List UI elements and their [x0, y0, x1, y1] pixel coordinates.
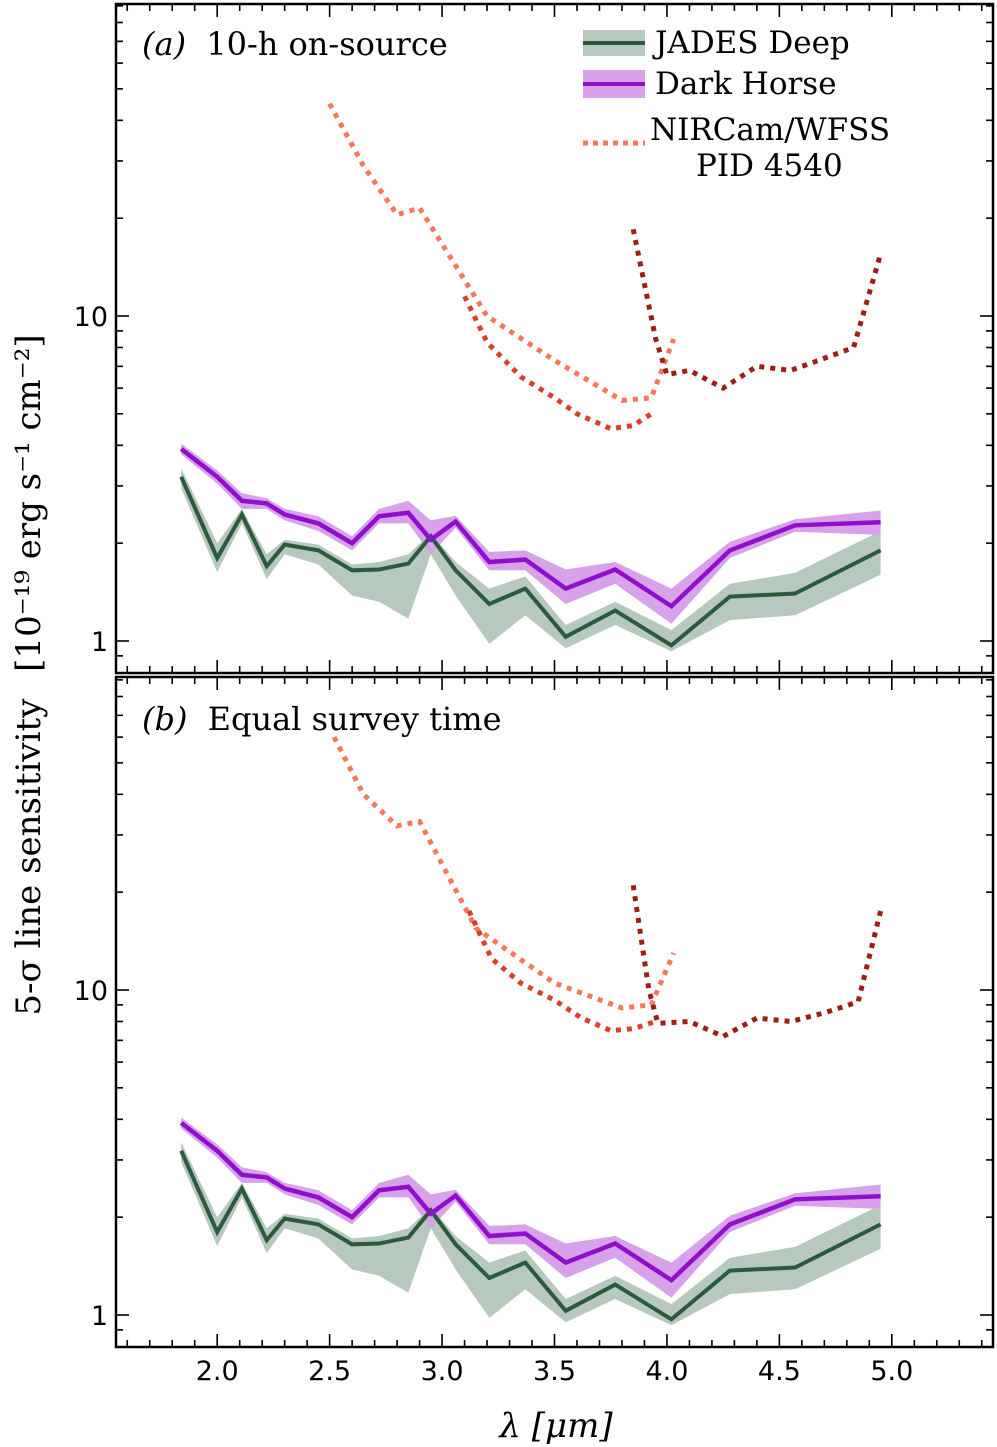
darkhorse-band — [181, 443, 881, 624]
legend-jades-label: JADES Deep — [652, 25, 850, 61]
y-tick-label: 1 — [91, 1301, 108, 1332]
panel-b-label: (b) Equal survey time — [142, 700, 502, 738]
wfss-dark-line — [630, 228, 884, 391]
y-tick-label: 10 — [74, 976, 108, 1007]
x-tick-label: 2.5 — [308, 1356, 351, 1387]
wfss-mid-line — [466, 909, 657, 1034]
y-axis-label-units: [10⁻¹⁹ erg s⁻¹ cm⁻²] — [9, 334, 49, 671]
legend-darkhorse-label: Dark Horse — [655, 66, 837, 102]
y-tick-label: 1 — [91, 627, 108, 658]
x-axis-label: λ [μm] — [497, 1406, 613, 1446]
y-axis-label-group: 5-σ line sensitivity [10⁻¹⁹ erg s⁻¹ cm⁻²… — [9, 334, 49, 1015]
wfss-mid-line — [462, 295, 653, 432]
x-tick-label: 5.0 — [870, 1356, 913, 1387]
x-tick-label: 3.5 — [533, 1356, 576, 1387]
panel-a-label-text: 10-h on-source — [206, 25, 447, 63]
panel-b-label-text: Equal survey time — [208, 700, 502, 738]
panel-b-series — [179, 735, 884, 1326]
wfss-dark-line — [630, 884, 884, 1040]
panel-b-label-var: (b) — [142, 700, 187, 738]
darkhorse-line — [179, 447, 881, 610]
y-axis-label-main: 5-σ line sensitivity — [9, 698, 49, 1016]
y-tick-label: 10 — [74, 302, 108, 333]
x-tick-label: 2.0 — [196, 1356, 239, 1387]
y-axis-label: 5-σ line sensitivity [10⁻¹⁹ erg s⁻¹ cm⁻²… — [9, 334, 49, 1015]
legend-wfss-label: NIRCam/WFSS — [650, 112, 890, 148]
wfss-light-line — [327, 102, 677, 403]
legend-pid-label: PID 4540 — [696, 148, 843, 184]
x-tick-label: 4.0 — [645, 1356, 688, 1387]
axis-ticks: 1 10 1 10 2.0 2.5 3.0 3.5 4.0 4.5 5.0 — [74, 4, 993, 1387]
x-tick-label: 3.0 — [421, 1356, 464, 1387]
wfss-light-line — [331, 735, 676, 1011]
x-tick-label: 4.5 — [758, 1356, 801, 1387]
panel-a-plot — [179, 102, 884, 652]
panel-b-plot — [179, 735, 884, 1326]
jades-band — [181, 468, 881, 652]
jades-band — [181, 1142, 881, 1326]
panel-a-series — [179, 102, 884, 652]
legend: JADES Deep Dark Horse NIRCam/WFSS PID 45… — [583, 25, 890, 184]
panel-a-label: (a) 10-h on-source — [142, 25, 448, 63]
darkhorse-line — [179, 1121, 881, 1284]
panel-a-label-var: (a) — [142, 25, 186, 63]
darkhorse-band — [181, 1117, 881, 1298]
